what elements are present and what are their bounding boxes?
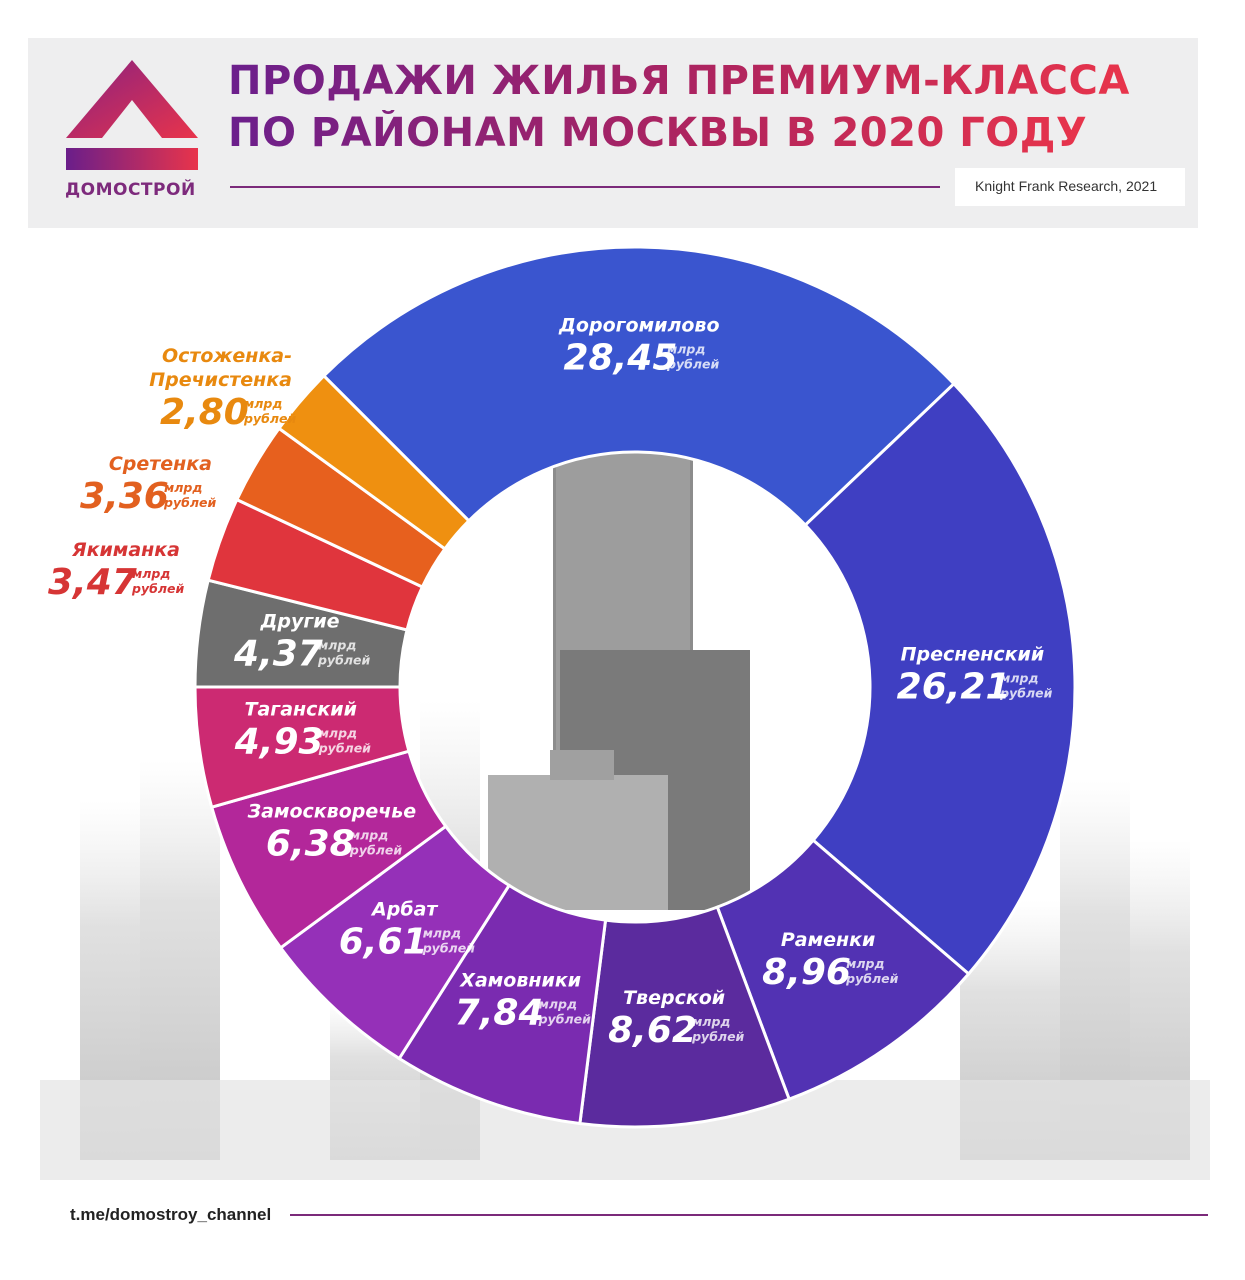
unit-label-раменки-1: млрд xyxy=(846,956,884,971)
telegram-channel-link[interactable]: t.me/domostroy_channel xyxy=(70,1205,272,1224)
triangle-logo-icon xyxy=(66,60,198,138)
slice-value-хамовники: 7,84 xyxy=(455,993,544,1034)
unit-label-таганский-1: млрд xyxy=(319,726,357,741)
unit-label-якиманка-1: млрд xyxy=(132,566,170,581)
unit-label-арбат-1: млрд xyxy=(423,926,461,941)
slice-name-якиманка: Якиманка xyxy=(71,539,180,561)
page-title-line-1: ПРОДАЖИ ЖИЛЬЯ ПРЕМИУМ-КЛАССА xyxy=(228,58,1130,104)
unit-label-замоскворечье-2: рублей xyxy=(349,842,402,857)
unit-label-арбат-2: рублей xyxy=(422,941,475,956)
slice-name-тверской: Тверской xyxy=(623,987,725,1009)
slice-value-тверской: 8,62 xyxy=(608,1010,697,1051)
unit-label-другие-2: рублей xyxy=(317,653,370,668)
logo-bar xyxy=(66,148,198,170)
unit-label-хамовники-1: млрд xyxy=(539,997,577,1012)
slice-name-другие: Другие xyxy=(260,611,340,633)
unit-label-другие-1: млрд xyxy=(318,638,356,653)
slice-name-сретенка: Сретенка xyxy=(109,453,212,475)
unit-label-дорогомилово-2: рублей xyxy=(666,357,719,372)
slice-name-замоскворечье: Замоскворечье xyxy=(247,800,417,822)
unit-label-остоженка-пречистенка-1: млрд xyxy=(244,396,282,411)
unit-label-сретенка-1: млрд xyxy=(164,480,202,495)
unit-label-остоженка-пречистенка-2: рублей xyxy=(243,411,296,426)
unit-label-замоскворечье-1: млрд xyxy=(350,827,388,842)
slice-value-другие: 4,37 xyxy=(233,634,323,675)
tower-building-image xyxy=(488,432,750,910)
slice-value-дорогомилово: 28,45 xyxy=(564,338,678,379)
slice-дорогомилово xyxy=(321,245,957,528)
slice-value-замоскворечье: 6,38 xyxy=(266,823,355,864)
unit-label-пресненский-2: рублей xyxy=(999,686,1052,701)
slice-value-пресненский: 26,21 xyxy=(897,667,1011,708)
source-label: Knight Frank Research, 2021 xyxy=(975,178,1158,194)
slice-value-сретенка: 3,36 xyxy=(80,476,169,517)
slice-name-остоженка-пречистенка-2: Пречистенка xyxy=(149,369,292,391)
slice-value-таганский: 4,93 xyxy=(234,722,324,763)
slice-value-арбат: 6,61 xyxy=(339,922,428,963)
source-box xyxy=(955,168,1185,206)
unit-label-таганский-2: рублей xyxy=(318,741,371,756)
slice-name-остоженка-пречистенка-1: Остоженка- xyxy=(162,345,292,367)
slice-name-таганский: Таганский xyxy=(244,699,356,721)
slice-value-раменки: 8,96 xyxy=(762,952,851,993)
unit-label-дорогомилово-1: млрд xyxy=(667,342,705,357)
brand-name: ДОМОСТРОЙ xyxy=(65,180,196,200)
unit-label-раменки-2: рублей xyxy=(845,971,898,986)
unit-label-якиманка-2: рублей xyxy=(131,581,184,596)
slice-name-арбат: Арбат xyxy=(370,899,438,921)
page-title-line-2: ПО РАЙОНАМ МОСКВЫ В 2020 ГОДУ xyxy=(228,110,1088,156)
unit-label-хамовники-2: рублей xyxy=(538,1012,591,1027)
slice-name-пресненский: Пресненский xyxy=(901,644,1045,666)
slice-остоженка-пречистенка xyxy=(276,373,471,551)
unit-label-тверской-1: млрд xyxy=(692,1014,730,1029)
slice-value-якиманка: 3,47 xyxy=(48,562,137,603)
footer-divider xyxy=(290,1214,1208,1216)
unit-label-пресненский-1: млрд xyxy=(1000,671,1038,686)
unit-label-тверской-2: рублей xyxy=(691,1029,744,1044)
unit-label-сретенка-2: рублей xyxy=(163,495,216,510)
slice-name-раменки: Раменки xyxy=(781,929,876,951)
slice-value-остоженка-пречистенка: 2,80 xyxy=(160,392,249,433)
slice-пресненский xyxy=(803,381,1077,976)
slice-name-хамовники: Хамовники xyxy=(459,970,581,992)
slice-name-дорогомилово: Дорогомилово xyxy=(558,315,720,337)
title-divider xyxy=(230,186,940,188)
